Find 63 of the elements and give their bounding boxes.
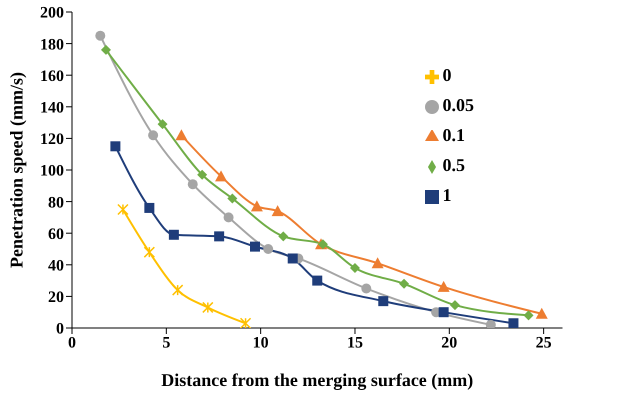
point — [250, 200, 263, 212]
point — [438, 280, 450, 292]
y-tick-label: 80 — [48, 194, 64, 212]
point — [95, 30, 106, 41]
point — [361, 284, 372, 294]
point — [144, 202, 154, 213]
point — [438, 307, 449, 318]
point — [100, 44, 111, 55]
point — [188, 179, 198, 190]
x-tick-label: 10 — [252, 334, 269, 352]
y-tick-label: 0 — [56, 320, 64, 338]
x-tick-label: 15 — [346, 334, 363, 352]
point — [263, 244, 274, 254]
point — [312, 276, 322, 286]
point — [197, 170, 208, 180]
point — [378, 296, 388, 306]
point — [172, 284, 184, 296]
x-tick-label: 25 — [536, 334, 552, 352]
point — [240, 318, 252, 328]
point — [215, 170, 228, 182]
y-axis-title: Penetration speed (mm/s) — [6, 72, 26, 268]
point — [486, 320, 496, 328]
point — [399, 278, 410, 289]
point — [214, 231, 224, 242]
point — [224, 212, 234, 222]
x-tick-label: 20 — [441, 334, 458, 352]
y-tick-label: 60 — [48, 226, 64, 243]
legend-label: 0 — [442, 65, 452, 85]
y-tick-label: 20 — [48, 289, 64, 306]
point — [508, 318, 518, 328]
point — [202, 302, 214, 314]
x-tick-label: 0 — [68, 334, 76, 352]
point — [350, 262, 360, 273]
point — [227, 193, 238, 204]
point — [318, 239, 328, 250]
point — [250, 242, 260, 252]
legend-label: 0.05 — [442, 95, 474, 115]
y-tick-label: 40 — [48, 257, 64, 274]
point — [110, 141, 120, 152]
point — [272, 205, 284, 216]
x-axis-title: Distance from the merging surface (mm) — [161, 370, 474, 390]
point — [158, 119, 168, 130]
point — [278, 231, 288, 242]
point — [450, 300, 460, 310]
y-tick-label: 160 — [40, 68, 64, 85]
point — [536, 308, 548, 319]
point — [372, 257, 384, 268]
point — [148, 130, 158, 140]
y-tick-label: 140 — [40, 99, 64, 116]
point — [144, 246, 156, 258]
point — [524, 310, 534, 320]
point — [117, 204, 129, 216]
y-tick-label: 200 — [40, 4, 64, 22]
point — [175, 129, 188, 140]
y-tick-label: 180 — [40, 36, 64, 54]
point — [168, 230, 179, 240]
point — [288, 253, 298, 264]
legend-label: 1 — [442, 185, 452, 205]
y-tick-label: 120 — [40, 131, 64, 148]
y-tick-label: 100 — [40, 162, 64, 180]
legend-label: 0.1 — [442, 125, 465, 145]
legend-label: 0.5 — [442, 155, 465, 175]
x-tick-label: 5 — [162, 334, 170, 352]
